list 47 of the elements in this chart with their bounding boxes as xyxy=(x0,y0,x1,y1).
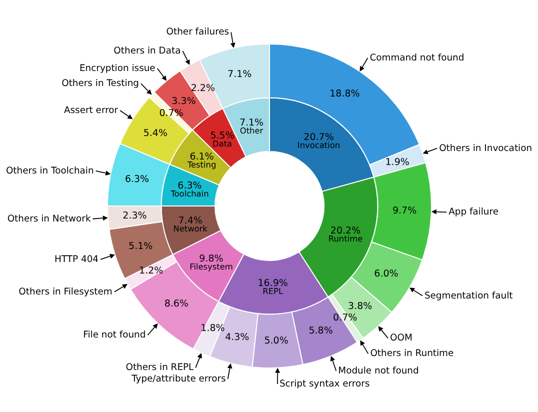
slice-label: Other failures xyxy=(166,26,230,38)
data-label: 3.3% xyxy=(172,96,196,108)
slice-label: Others in Data xyxy=(114,45,181,56)
slice-label: Others in Network xyxy=(7,213,92,224)
data-label: 8.6% xyxy=(164,298,188,310)
slice-label: File not found xyxy=(83,330,146,341)
slice-label: Testing xyxy=(186,160,216,170)
data-label: 6.0% xyxy=(374,268,398,280)
data-label: 0.7% xyxy=(333,312,358,324)
data-label: 1.9% xyxy=(385,156,410,168)
slice-label: Toolchain xyxy=(170,188,209,199)
data-label: 18.8% xyxy=(330,88,360,100)
slice-label: Others in Filesystem xyxy=(18,286,112,298)
data-label: 1.2% xyxy=(139,266,164,277)
data-label: 1.8% xyxy=(200,323,225,334)
slice-label: Command not found xyxy=(370,52,464,64)
data-label: 2.2% xyxy=(190,83,215,94)
slice-label: App failure xyxy=(448,206,499,218)
data-label: 4.3% xyxy=(225,332,250,343)
data-label: 16.9% xyxy=(258,278,288,289)
data-label: 3.8% xyxy=(348,300,372,312)
slice-label: Others in Invocation xyxy=(439,142,532,154)
data-label: 5.0% xyxy=(264,336,288,347)
slice-label: OOM xyxy=(390,332,412,344)
slice-label: Encryption issue xyxy=(79,62,156,74)
data-label: 5.8% xyxy=(308,326,333,337)
slice-label: Others in Testing xyxy=(62,78,139,90)
data-label: 9.8% xyxy=(199,253,224,264)
data-label: 6.3% xyxy=(124,174,150,186)
slice-label: Segmentation fault xyxy=(424,290,514,302)
slice-label: Assert error xyxy=(64,105,118,116)
data-label: 0.7% xyxy=(159,108,184,119)
data-label: 2.3% xyxy=(122,210,147,222)
slice-label: Others in Runtime xyxy=(370,348,454,360)
data-label: 5.1% xyxy=(128,241,153,252)
slice-label: Filesystem xyxy=(190,262,233,272)
slice-label: Others in REPL xyxy=(126,362,195,374)
data-label: 9.7% xyxy=(392,205,417,216)
slice-label: Others in Toolchain xyxy=(6,165,94,176)
data-label: 7.1% xyxy=(228,68,252,80)
slice-label: Module not found xyxy=(338,365,419,376)
slice-label: Script syntax errors xyxy=(279,378,370,390)
slice-label: Type/attribute errors xyxy=(130,374,226,385)
slice-label: HTTP 404 xyxy=(54,254,99,265)
data-label: 5.4% xyxy=(143,128,168,140)
slice-label: Runtime xyxy=(328,234,363,244)
slice-label: REPL xyxy=(262,286,284,296)
